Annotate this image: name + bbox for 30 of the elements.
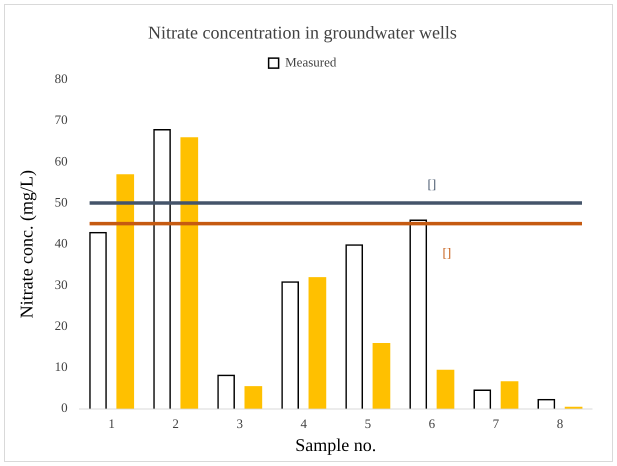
y-tick-label: 0 <box>61 400 68 416</box>
bar <box>372 342 390 409</box>
x-tick-label: 7 <box>492 416 500 432</box>
y-tick-label: 50 <box>54 194 68 210</box>
ref-line-label: [] <box>442 245 452 260</box>
y-axis-title: Nitrate conc. (mg/L) <box>16 170 37 318</box>
y-tick-label: 40 <box>54 236 68 251</box>
y-tick-label: 80 <box>54 71 68 86</box>
x-tick-label: 1 <box>108 416 115 432</box>
bar <box>244 386 262 409</box>
x-tick-label: 3 <box>236 416 243 432</box>
x-tick-label: 6 <box>428 416 436 432</box>
bar <box>436 370 454 409</box>
chart-title: Nitrate concentration in groundwater wells <box>148 22 457 43</box>
y-tick-label: 30 <box>54 276 68 292</box>
bar <box>180 137 198 409</box>
x-axis-title: Sample no. <box>295 434 376 455</box>
y-tick-label: 10 <box>54 359 68 374</box>
x-tick-label: 5 <box>364 416 372 432</box>
bar <box>308 277 326 409</box>
legend-label: Measured <box>285 54 337 70</box>
bar <box>500 381 518 409</box>
y-tick-label: 20 <box>54 318 68 333</box>
y-tick-label: 70 <box>54 112 68 128</box>
bar <box>116 174 134 409</box>
x-tick-label: 8 <box>556 416 564 432</box>
x-tick-label: 2 <box>172 416 179 432</box>
ref-line-label: [] <box>428 176 436 192</box>
y-tick-label: 60 <box>54 153 68 168</box>
x-tick-label: 4 <box>300 416 308 432</box>
